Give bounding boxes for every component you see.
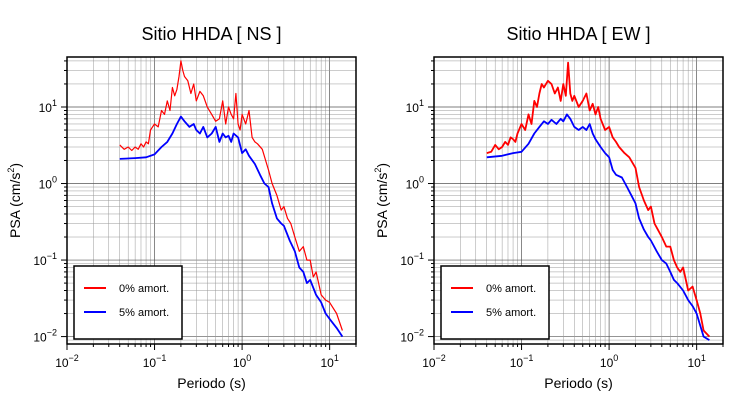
x-tick-label: 10−2 [422,353,446,370]
y-tick-label: 10−1 [33,251,57,268]
series-line-amort-0 [486,61,711,338]
legend-label: 0% amort. [119,283,169,295]
y-tick-label: 100 [39,175,57,192]
legend-label: 0% amort. [486,283,536,295]
axis-ticks [428,60,724,350]
series-line-amort-5 [119,115,344,338]
y-tick-label: 10−2 [33,328,57,345]
y-tick-label: 100 [406,175,424,192]
legend: 0% amort. 5% amort. [440,265,550,340]
y-tick-label: 10−1 [400,251,424,268]
legend-label: 5% amort. [486,307,536,319]
x-tick-label: 10−1 [510,353,534,370]
chart-title: Sitio HHDA [ NS ] [141,24,281,44]
y-tick-label: 10−2 [400,328,424,345]
y-axis-label: PSA (cm/s2) [373,163,390,238]
x-axis-label: Periodo (s) [544,375,612,391]
x-tick-label: 101 [320,353,338,370]
y-tick-label: 101 [39,98,57,115]
y-tick-label: 101 [406,98,424,115]
x-tick-label: 101 [687,353,705,370]
chart-panel-ns: 10−2 10−1 100 101 10−2 10−1 100 101 Sitio HHDA [… [6,24,357,391]
x-tick-label: 100 [600,353,618,370]
chart-title: Sitio HHDA [ EW ] [506,24,650,44]
legend: 0% amort. 5% amort. [73,265,183,340]
legend-box [73,265,183,340]
legend-label: 5% amort. [119,307,169,319]
axis-ticks [61,60,357,350]
x-axis-label: Periodo (s) [177,375,245,391]
x-tick-label: 10−2 [55,353,79,370]
series-line-amort-5 [486,113,710,341]
y-axis-label: PSA (cm/s2) [6,163,23,238]
series-line-amort-0 [119,60,343,331]
legend-box [440,265,550,340]
chart-panel-ew: 10−2 10−1 100 101 10−2 10−1 100 101 Sitio HHDA [… [373,24,724,391]
x-tick-label: 100 [233,353,251,370]
x-tick-label: 10−1 [143,353,167,370]
